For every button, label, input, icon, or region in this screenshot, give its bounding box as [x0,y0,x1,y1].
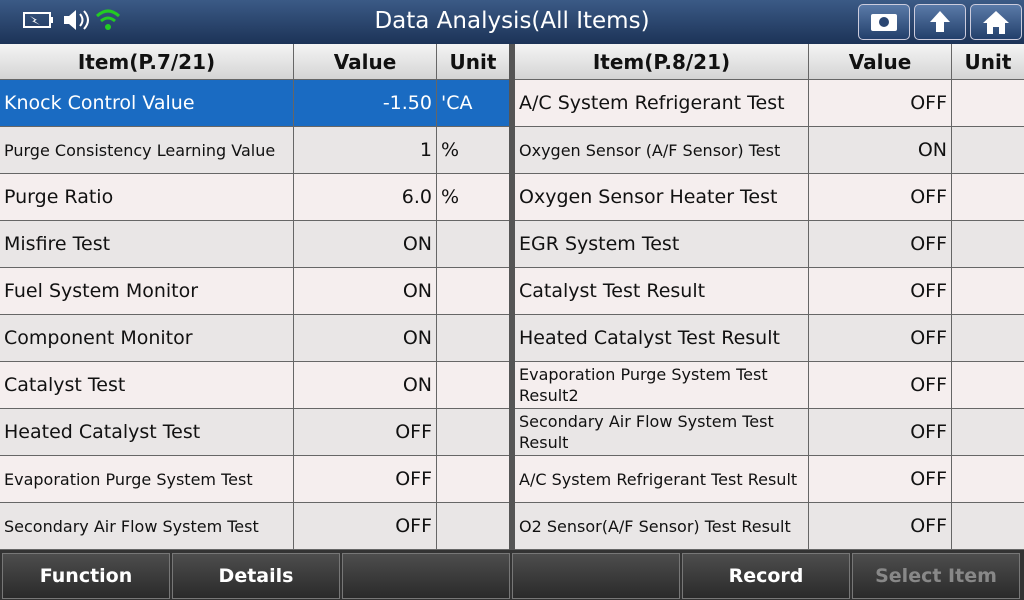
item-cell[interactable]: EGR System Test [515,221,808,267]
value-header: Value [294,44,436,79]
value-cell[interactable]: OFF [809,456,951,502]
value-cell[interactable]: OFF [809,268,951,314]
unit-cell[interactable] [952,315,1024,361]
title: Data Analysis(All Items) [374,8,650,34]
item-cell[interactable]: Misfire Test [0,221,293,267]
item-cell[interactable]: Purge Consistency Learning Value [0,127,293,173]
screenshot-button[interactable] [858,4,910,40]
value-cell[interactable]: OFF [294,409,436,455]
value-cell[interactable]: -1.50 [294,80,436,126]
item-cell[interactable]: A/C System Refrigerant Test Result [515,456,808,502]
value-cell[interactable]: ON [294,268,436,314]
top-bar: Data Analysis(All Items) [0,0,1024,44]
item-cell[interactable]: Heated Catalyst Test Result [515,315,808,361]
unit-cell[interactable] [437,456,509,502]
item-cell[interactable]: O2 Sensor(A/F Sensor) Test Result [515,503,808,549]
unit-cell[interactable] [952,268,1024,314]
status-icons [23,9,121,30]
unit-cell[interactable]: % [437,127,509,173]
value-cell[interactable]: OFF [809,174,951,220]
value-cell[interactable]: OFF [809,80,951,126]
item-cell[interactable]: Component Monitor [0,315,293,361]
item-cell[interactable]: Evaporation Purge System Test [0,456,293,502]
details-button[interactable]: Details [172,553,340,599]
unit-cell[interactable] [952,80,1024,126]
record-button[interactable]: Record [682,553,850,599]
item-cell[interactable]: Oxygen Sensor (A/F Sensor) Test [515,127,808,173]
unit-cell[interactable]: 'CA [437,80,509,126]
item-cell[interactable]: A/C System Refrigerant Test [515,80,808,126]
unit-cell[interactable] [952,362,1024,408]
unit-cell[interactable] [437,268,509,314]
unit-cell[interactable] [952,503,1024,549]
item-cell[interactable]: Purge Ratio [0,174,293,220]
bottom-bar: Function Details Record Select Item [0,550,1024,600]
item-cell[interactable]: Evaporation Purge System Test Result2 [515,362,808,408]
unit-cell[interactable] [437,503,509,549]
value-cell[interactable]: OFF [809,221,951,267]
value-cell[interactable]: OFF [809,362,951,408]
value-cell[interactable]: OFF [294,456,436,502]
left-table: Item(P.7/21) Value Unit Knock Control Value… [0,44,509,550]
function-button[interactable]: Function [2,553,170,599]
value-cell[interactable]: 1 [294,127,436,173]
unit-cell[interactable] [952,456,1024,502]
value-cell[interactable]: OFF [809,409,951,455]
unit-cell[interactable] [437,315,509,361]
unit-cell[interactable] [437,362,509,408]
item-cell[interactable]: Secondary Air Flow System Test [0,503,293,549]
value-header: Value [809,44,951,79]
unit-cell[interactable] [952,221,1024,267]
item-cell[interactable]: Oxygen Sensor Heater Test [515,174,808,220]
unit-cell[interactable] [952,127,1024,173]
select-item-button[interactable]: Select Item [852,553,1020,599]
value-cell[interactable]: ON [294,362,436,408]
unit-header: Unit [437,44,509,79]
value-cell[interactable]: ON [294,221,436,267]
value-cell[interactable]: OFF [809,315,951,361]
unit-cell[interactable] [437,409,509,455]
item-cell[interactable]: Catalyst Test Result [515,268,808,314]
item-cell[interactable]: Catalyst Test [0,362,293,408]
home-button[interactable] [970,4,1022,40]
right-table: Item(P.8/21) Value Unit A/C System Refriger… [515,44,1024,550]
item-cell[interactable]: Secondary Air Flow System Test Result [515,409,808,455]
item-header: Item(P.8/21) [515,44,808,79]
value-cell[interactable]: ON [294,315,436,361]
item-cell[interactable]: Fuel System Monitor [0,268,293,314]
unit-cell[interactable] [952,409,1024,455]
value-cell[interactable]: 6.0 [294,174,436,220]
unit-cell[interactable]: % [437,174,509,220]
back-button[interactable] [914,4,966,40]
blank-button [342,553,510,599]
item-cell[interactable]: Knock Control Value [0,80,293,126]
blank-button [512,553,680,599]
item-header: Item(P.7/21) [0,44,293,79]
unit-header: Unit [952,44,1024,79]
unit-cell[interactable] [437,221,509,267]
item-cell[interactable]: Heated Catalyst Test [0,409,293,455]
value-cell[interactable]: OFF [809,503,951,549]
unit-cell[interactable] [952,174,1024,220]
value-cell[interactable]: OFF [294,503,436,549]
value-cell[interactable]: ON [809,127,951,173]
